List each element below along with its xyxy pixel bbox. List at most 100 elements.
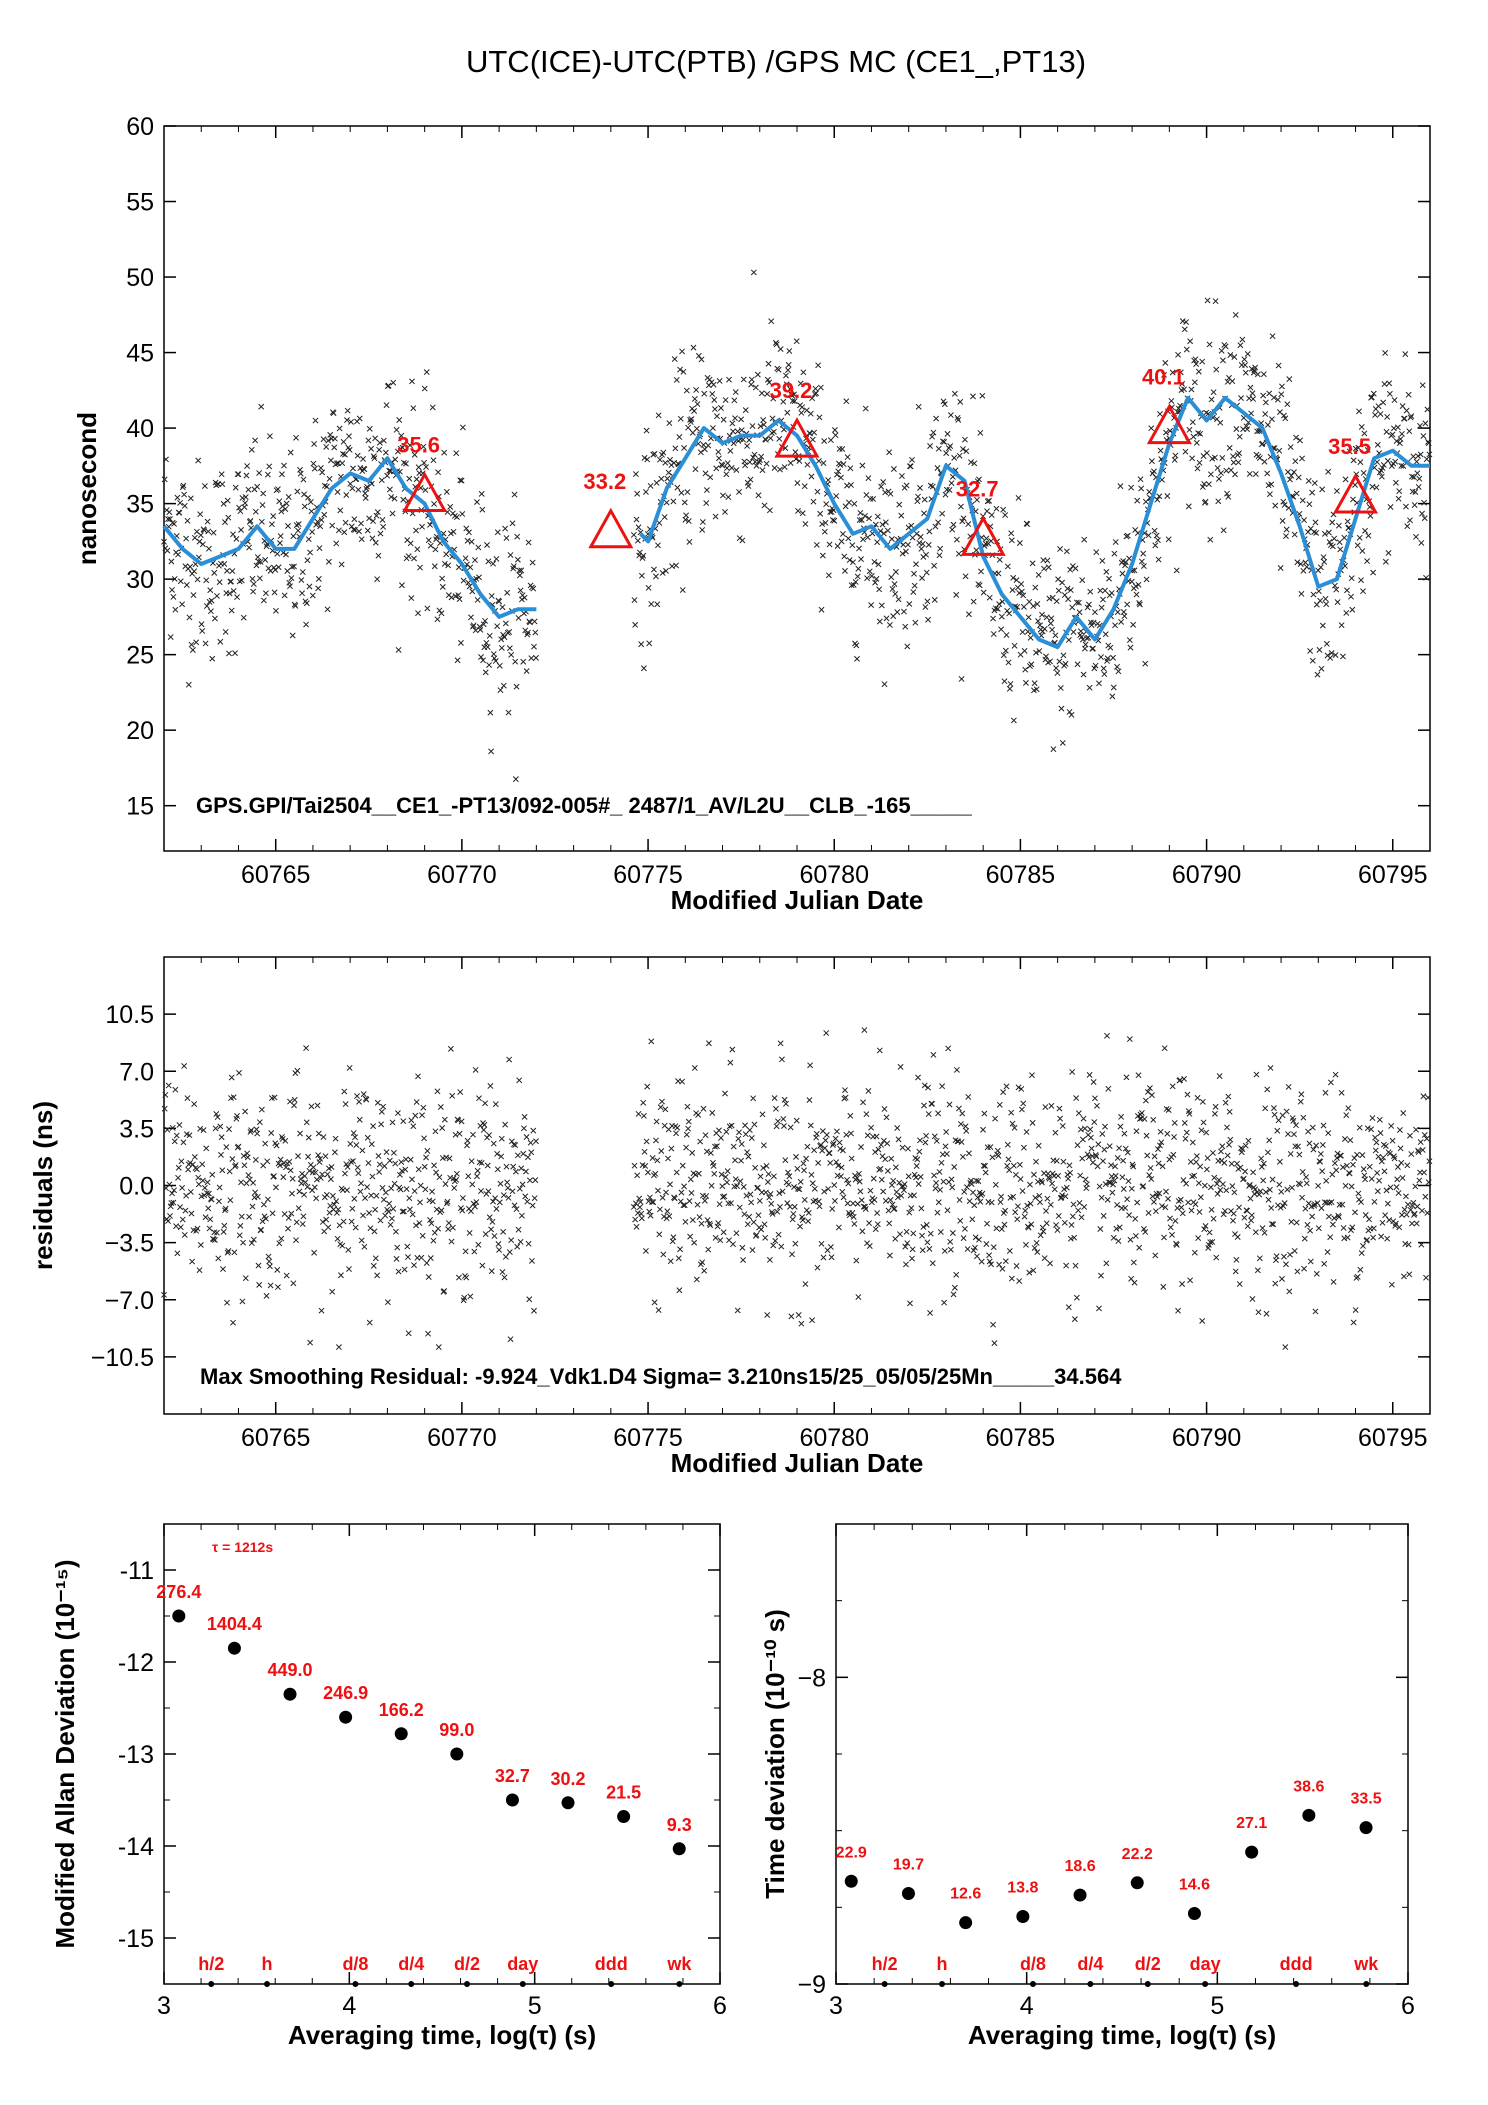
residual-point xyxy=(230,1094,237,1101)
residual-point xyxy=(1131,1279,1138,1286)
main-data-point xyxy=(849,542,856,549)
residual-point xyxy=(517,1238,524,1245)
main-y-tick-label: 40 xyxy=(126,415,154,443)
main-data-point xyxy=(1331,535,1338,542)
residual-point xyxy=(530,1127,537,1134)
main-data-point xyxy=(340,438,347,445)
main-data-point xyxy=(1140,550,1147,557)
main-data-point xyxy=(794,480,801,487)
main-data-point xyxy=(252,508,259,515)
main-data-point xyxy=(1118,618,1125,625)
main-data-point xyxy=(980,589,987,596)
main-data-point xyxy=(739,537,746,544)
residual-point xyxy=(1134,1199,1141,1206)
residual-point xyxy=(1078,1214,1085,1221)
residual-point xyxy=(385,1208,392,1215)
main-data-point xyxy=(645,584,652,591)
main-data-point xyxy=(1413,458,1420,465)
main-data-point xyxy=(926,528,933,535)
residual-point xyxy=(1376,1116,1383,1123)
main-data-point xyxy=(274,550,281,557)
residual-point xyxy=(1295,1143,1301,1150)
residual-point xyxy=(1350,1161,1356,1168)
residual-point xyxy=(1244,1223,1251,1230)
main-data-point xyxy=(324,606,331,613)
main-data-point xyxy=(1256,455,1263,461)
tdev-x-tick-label: 3 xyxy=(829,1992,843,2020)
residual-point xyxy=(657,1206,663,1213)
main-data-point xyxy=(875,561,882,568)
main-data-point xyxy=(1102,587,1108,594)
main-data-point xyxy=(309,528,316,535)
main-data-point xyxy=(873,575,880,582)
residual-point xyxy=(935,1199,942,1206)
residual-point xyxy=(702,1132,709,1139)
main-data-point xyxy=(370,453,377,460)
main-data-point xyxy=(850,581,857,588)
main-data-point xyxy=(436,607,443,614)
main-data-point xyxy=(408,595,415,602)
residual-point xyxy=(236,1069,243,1076)
main-data-point xyxy=(799,510,806,517)
residual-point xyxy=(648,1198,655,1205)
residual-point xyxy=(311,1249,318,1256)
main-data-point xyxy=(219,481,226,488)
residual-point xyxy=(232,1162,239,1168)
main-data-point xyxy=(1004,563,1011,570)
main-data-point xyxy=(752,384,759,391)
residual-point xyxy=(394,1244,401,1251)
residual-point xyxy=(327,1176,334,1183)
residual-point xyxy=(715,1220,722,1227)
main-data-point xyxy=(998,626,1005,633)
residual-point xyxy=(1085,1154,1092,1161)
main-data-point xyxy=(978,568,984,575)
main-data-point xyxy=(993,505,1000,512)
main-x-tick-label: 60785 xyxy=(986,861,1056,889)
residual-point xyxy=(921,1102,928,1109)
main-data-point xyxy=(872,579,879,586)
main-data-point xyxy=(663,499,670,506)
main-data-point xyxy=(986,594,993,601)
main-data-point xyxy=(929,433,936,440)
residual-point xyxy=(513,1206,520,1213)
residual-point xyxy=(405,1254,411,1261)
main-data-point xyxy=(1213,366,1220,373)
main-data-point xyxy=(960,515,967,522)
main-data-point xyxy=(764,390,771,397)
residual-point xyxy=(981,1110,988,1117)
residual-point xyxy=(1211,1110,1218,1117)
main-data-point xyxy=(1338,622,1345,629)
residual-point xyxy=(755,1212,762,1219)
main-data-point xyxy=(368,445,375,452)
residual-point xyxy=(409,1211,416,1218)
residual-point xyxy=(406,1195,413,1202)
residual-point xyxy=(303,1045,310,1052)
residual-point xyxy=(965,1093,972,1100)
main-data-point xyxy=(740,376,747,383)
residual-point xyxy=(786,1173,793,1180)
residual-point xyxy=(994,1147,1001,1154)
residual-point xyxy=(1352,1307,1359,1313)
residual-point xyxy=(905,1173,912,1180)
main-data-point xyxy=(306,583,313,590)
residual-point xyxy=(795,1185,801,1192)
residual-point xyxy=(850,1200,856,1207)
residual-point xyxy=(1084,1151,1091,1158)
main-data-point xyxy=(226,650,232,657)
main-data-point xyxy=(323,443,330,450)
residual-point xyxy=(386,1157,393,1164)
residual-point xyxy=(443,1154,450,1161)
residual-point xyxy=(504,1184,511,1191)
main-data-point xyxy=(844,454,851,461)
main-data-point xyxy=(1359,548,1366,554)
main-data-point xyxy=(1235,459,1242,466)
main-y-tick-label: 50 xyxy=(126,264,154,292)
main-data-point xyxy=(479,506,486,513)
main-data-point xyxy=(385,382,392,389)
residual-point xyxy=(354,1093,360,1100)
residual-point xyxy=(1095,1141,1102,1148)
main-data-point xyxy=(676,434,683,440)
residual-point xyxy=(648,1038,655,1045)
main-data-point xyxy=(455,592,462,599)
residual-point xyxy=(1195,1235,1202,1242)
